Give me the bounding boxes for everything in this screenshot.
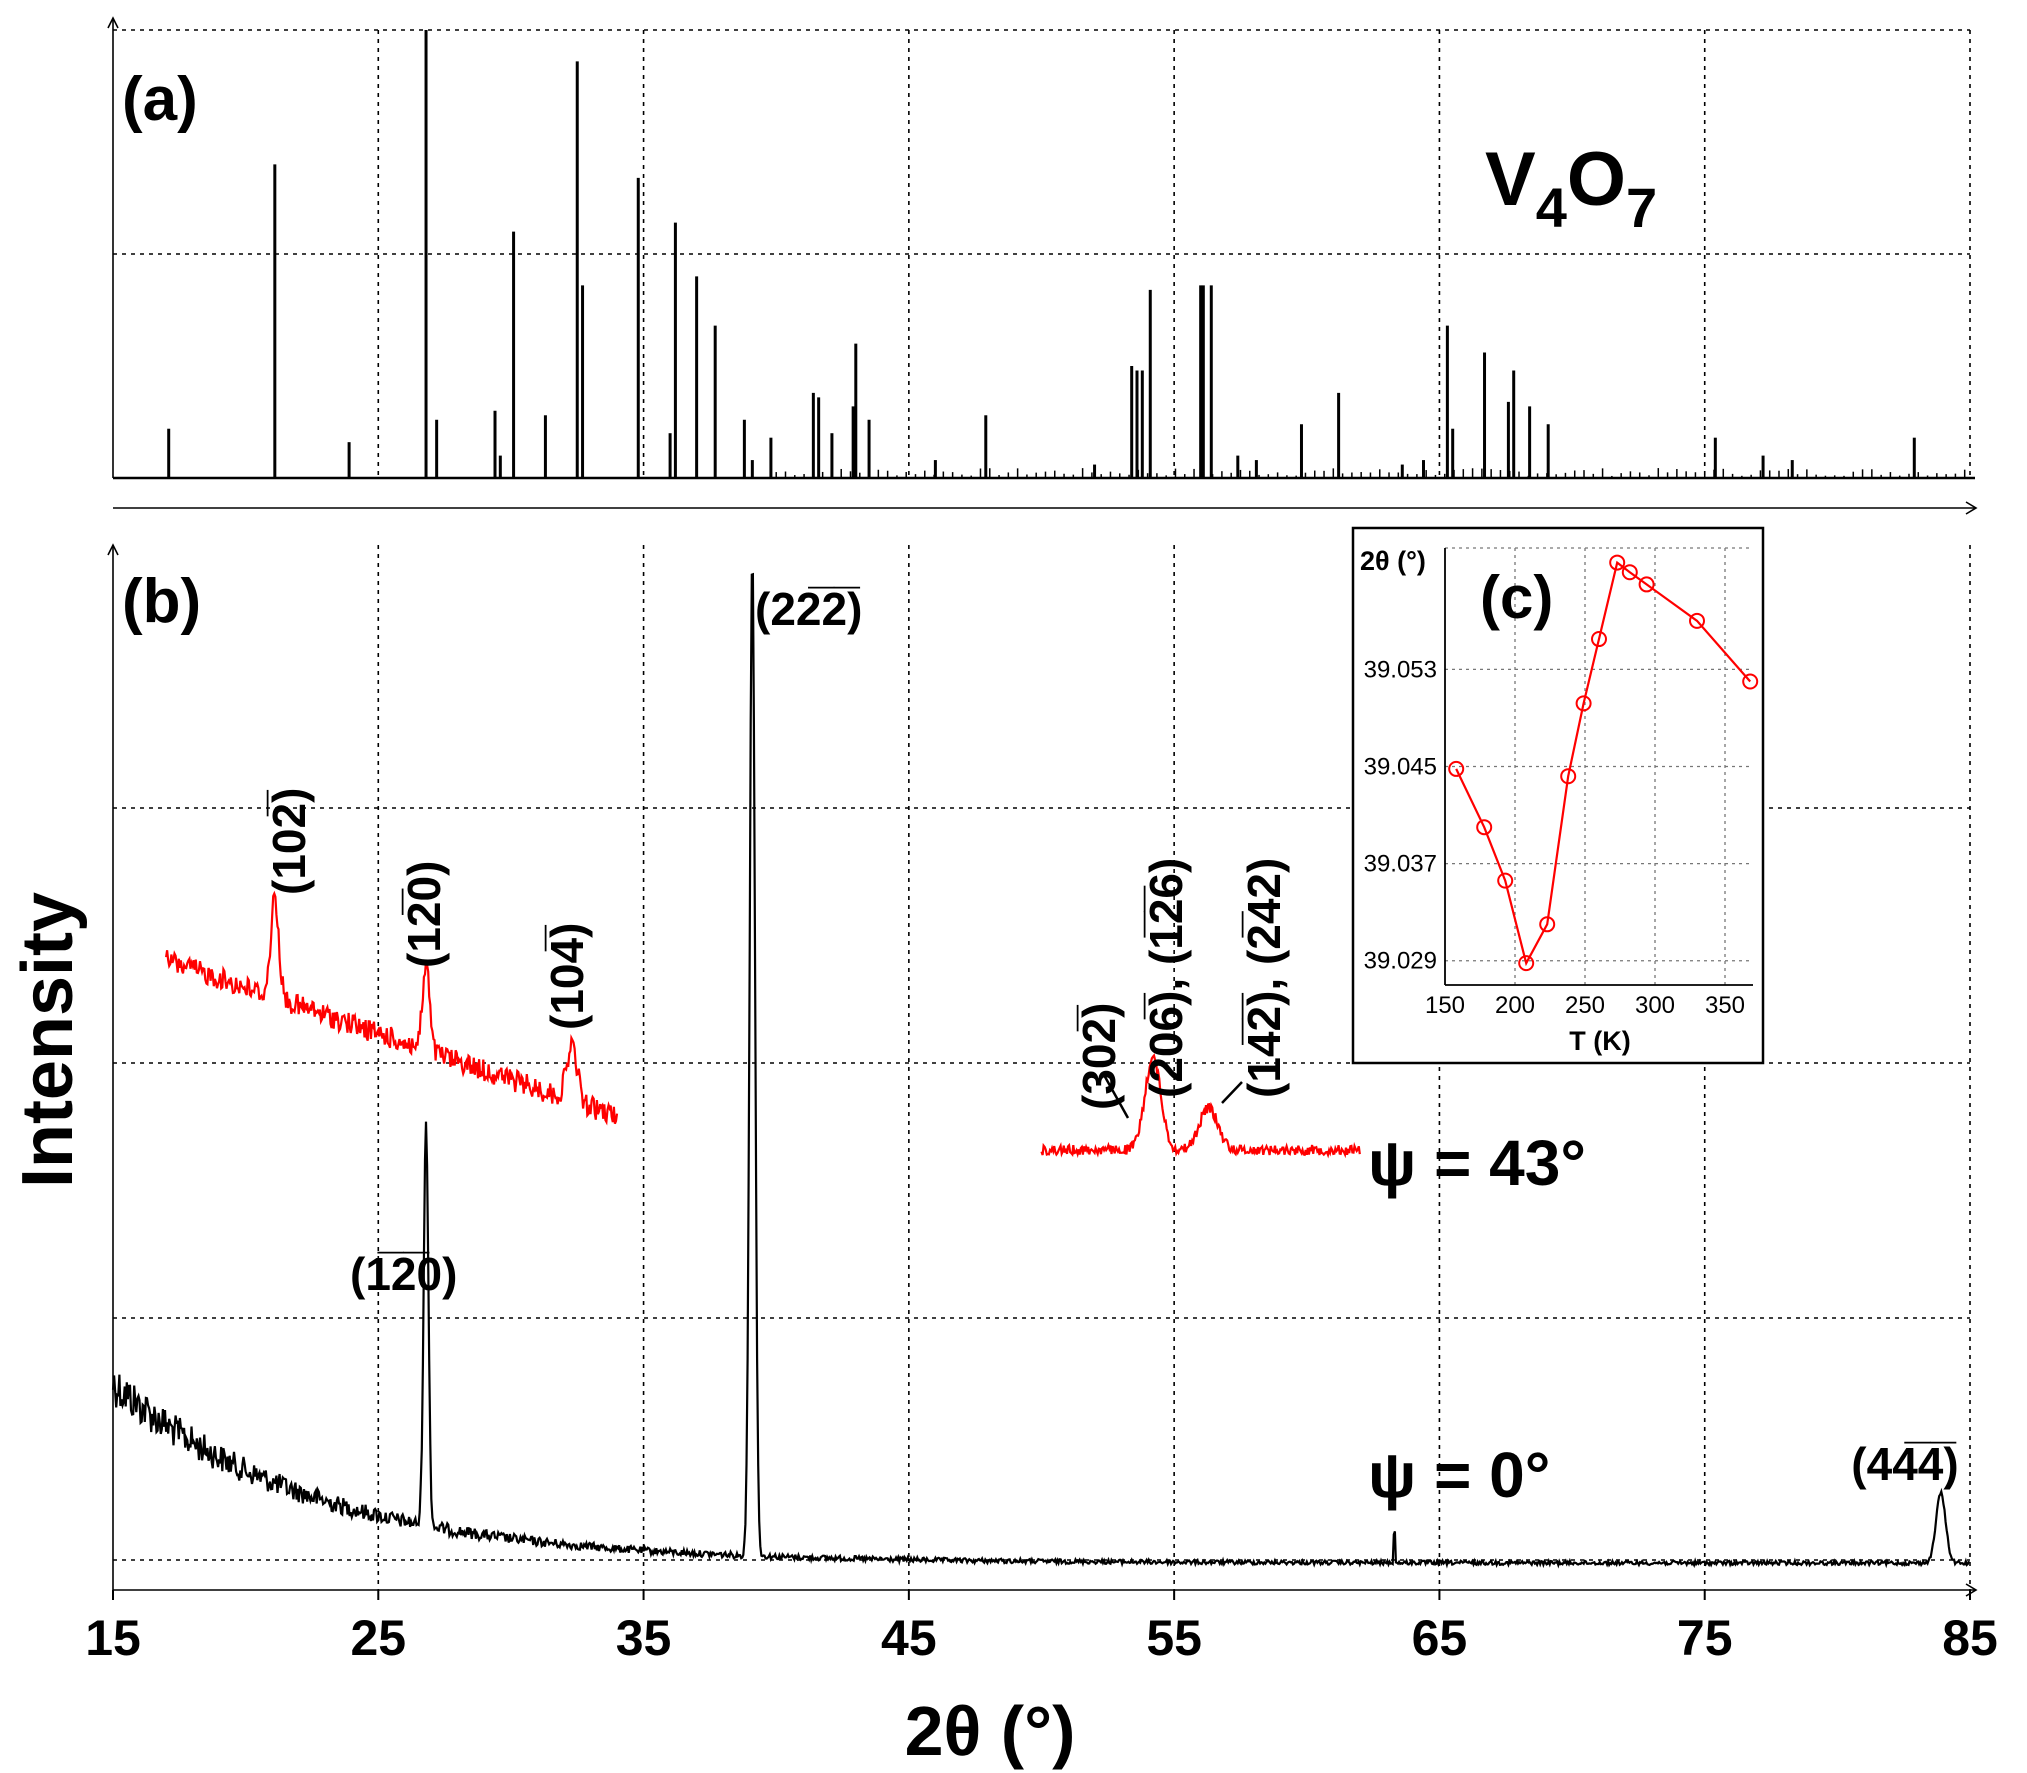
panel-b-y-axis-title: Intensity: [8, 892, 88, 1188]
peak-label-10-4: (104̅): [541, 923, 593, 1030]
panel-b-x-tick-label: 75: [1677, 1610, 1733, 1666]
inset-data-point: [1689, 612, 1705, 629]
psi-43-label: ψ = 43°: [1368, 1127, 1586, 1199]
panel-b-x-tick-label: 45: [881, 1610, 937, 1666]
panel-b-peak-labels: (1̅2̅0) (22̅2̅) (44̅4̅) (102̅) (12̅0) (1…: [263, 583, 1959, 1490]
inset-x-tick-label: 250: [1565, 992, 1605, 1019]
panel-b-x-tick-label: 85: [1942, 1610, 1998, 1666]
panel-b-x-tick-label: 15: [85, 1610, 141, 1666]
inset-ticks: 150 200 250 300 350 39.029 39.037 39.045 39.053: [1364, 656, 1745, 1019]
panel-a-bars: [167, 30, 1966, 478]
trace-psi-0: [111, 572, 1970, 1569]
panel-b-x-tick-label: 55: [1146, 1610, 1202, 1666]
inset-x-tick-label: 200: [1495, 992, 1535, 1019]
inset-data-point: [1621, 564, 1638, 581]
inset-data-point: [1742, 673, 1759, 690]
panel-b-x-tick-label: 35: [616, 1610, 672, 1666]
inset-data: [1448, 554, 1759, 972]
panel-a: (a) V4O7: [107, 16, 1978, 515]
inset-y-tick-label: 39.029: [1364, 948, 1437, 975]
panel-b-traces: [111, 572, 1970, 1569]
inset-data-point: [1609, 554, 1626, 571]
inset-x-tick-label: 300: [1635, 992, 1675, 1019]
trace-psi-43-high: [1040, 1053, 1361, 1159]
leader-line-302: [1102, 1074, 1130, 1119]
inset-x-axis-title: T (K): [1569, 1026, 1630, 1056]
peak-label-206-126: (206̅), (1̅2̅6): [1140, 858, 1192, 1098]
peak-label-10-2: (102̅): [263, 788, 315, 895]
psi-0-label: ψ = 0°: [1368, 1439, 1550, 1511]
inset-data-point: [1591, 631, 1607, 648]
panel-c-inset: 150 200 250 300 35039.02939.03739.04539.053 …: [1351, 526, 1765, 1065]
panel-b-x-tick-label: 65: [1412, 1610, 1468, 1666]
panel-b-label: (b): [122, 567, 201, 636]
panel-b: 15 25 35 45 55 65 75 85 (b) 2θ (°) Intensity ψ …: [8, 543, 1998, 1770]
inset-series-line: [1455, 560, 1752, 967]
inset-data-point: [1518, 955, 1535, 972]
inset-x-tick-label: 150: [1425, 992, 1465, 1019]
panel-a-grid: [113, 29, 1971, 478]
inset-y-tick-label: 39.053: [1364, 656, 1437, 683]
inset-grid: [1445, 547, 1753, 985]
inset-data-point: [1476, 819, 1493, 836]
panel-b-x-axis-title: 2θ (°): [905, 1692, 1076, 1770]
inset-y-tick-label: 39.037: [1364, 851, 1437, 878]
peak-label-4-4-4: (44̅4̅): [1851, 1438, 1958, 1490]
peak-label-1-20-red: (12̅0): [398, 861, 450, 968]
panel-a-x-arrow: [1965, 501, 1978, 515]
panel-a-compound-title: V4O7: [1485, 137, 1657, 239]
panel-c-label: (c): [1480, 564, 1553, 631]
panel-b-x-tick-label: 25: [350, 1610, 406, 1666]
inset-data-point: [1448, 760, 1465, 777]
panel-b-x-ticks: 15 25 35 45 55 65 75 85: [85, 1590, 1998, 1666]
inset-x-tick-label: 350: [1705, 992, 1745, 1019]
panel-b-y-arrow: [107, 543, 119, 556]
inset-data-point: [1497, 872, 1514, 889]
inset-data-point: [1575, 695, 1592, 712]
inset-data-point: [1539, 916, 1556, 933]
peak-label-30-2: (302̅): [1073, 1003, 1125, 1110]
inset-data-point: [1638, 576, 1655, 593]
peak-label-1-20-black: (1̅2̅0): [350, 1248, 457, 1300]
leader-line-142: [1221, 1081, 1243, 1104]
trace-psi-43-low: [165, 890, 619, 1126]
panel-a-y-arrow: [107, 16, 119, 29]
inset-data-point: [1560, 768, 1577, 785]
panel-a-label: (a): [122, 65, 198, 134]
inset-frame: [1351, 526, 1765, 1065]
inset-y-tick-label: 39.045: [1364, 754, 1437, 781]
peak-label-2-2-2: (22̅2̅): [755, 583, 862, 635]
peak-label-142-242: (14̅2̅), (2̅42): [1238, 858, 1290, 1098]
inset-y-axis-title: 2θ (°): [1360, 546, 1426, 576]
